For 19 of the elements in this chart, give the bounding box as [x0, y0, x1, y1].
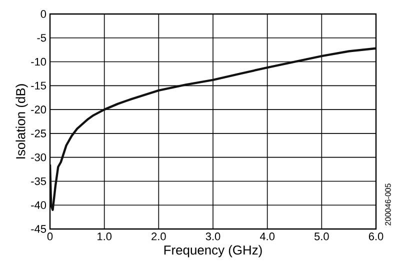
- x-tick-label: 1.0: [98, 232, 112, 240]
- x-tick-label: 0: [47, 232, 53, 240]
- y-tick-label: -5: [37, 34, 46, 42]
- y-tick-label: -30: [31, 153, 46, 162]
- x-axis-title: Frequency (GHz): [164, 245, 262, 258]
- x-tick-label: 5.0: [314, 232, 329, 240]
- x-tick-label: 2.0: [152, 232, 166, 240]
- y-tick-label: -40: [31, 201, 46, 209]
- y-tick-label: -25: [31, 130, 46, 138]
- y-axis-title: Isolation (dB): [16, 84, 28, 158]
- x-tick-label: 3.0: [206, 232, 220, 240]
- x-tick-label: 4.0: [260, 232, 275, 240]
- y-tick-label: -15: [31, 82, 46, 90]
- y-tick-label: -45: [31, 225, 46, 233]
- y-tick-label: -10: [31, 58, 46, 66]
- x-tick-label: 6.0: [368, 232, 384, 240]
- y-tick-label: 0: [40, 10, 46, 18]
- y-tick-label: -35: [31, 177, 46, 186]
- y-tick-label: -20: [31, 106, 46, 114]
